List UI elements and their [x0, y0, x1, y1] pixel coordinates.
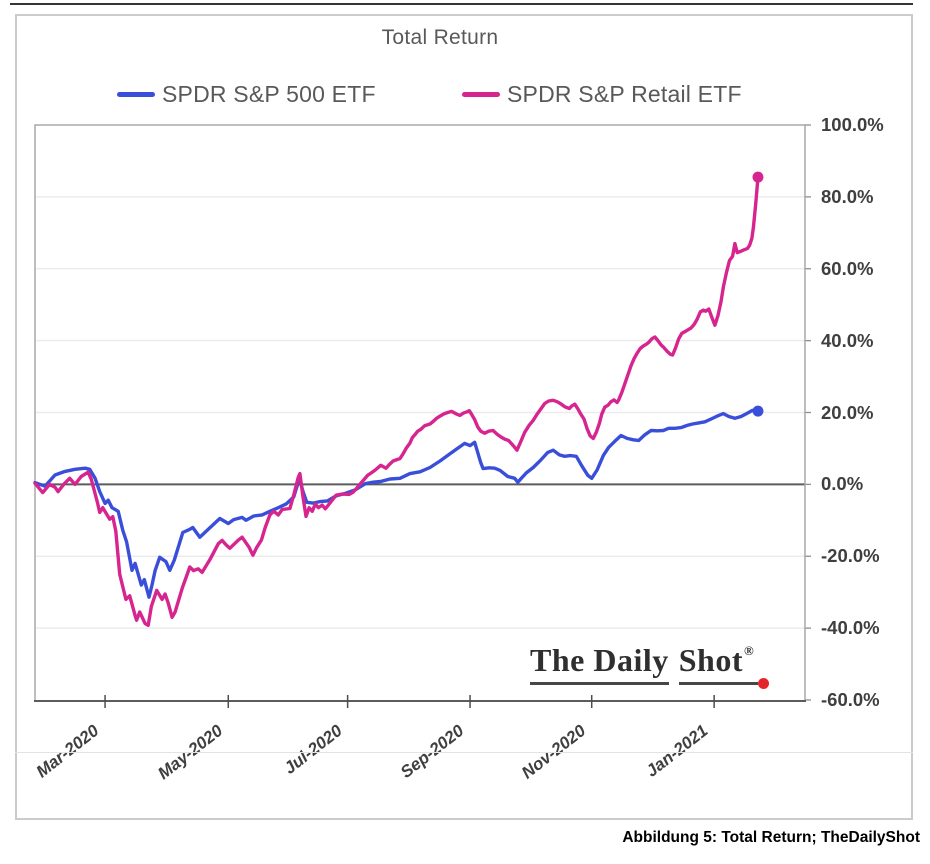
figure-caption: Abbildung 5: Total Return; TheDailyShot	[622, 829, 920, 846]
image-bottom-line	[15, 752, 913, 753]
registered-trademark-icon: ®	[743, 643, 755, 658]
watermark-red-dot-icon	[758, 678, 770, 689]
legend-swatch-pink	[462, 91, 500, 97]
daily-shot-watermark: The Daily Shot®	[530, 642, 770, 689]
top-edge-line	[10, 3, 913, 5]
watermark-text-the-daily: The Daily	[530, 642, 669, 685]
figure-frame	[15, 14, 913, 820]
legend-label-sp500-etf: SPDR S&P 500 ETF	[162, 80, 376, 107]
legend-item-retail-etf: SPDR S&P Retail ETF	[462, 80, 742, 108]
legend-swatch-blue	[117, 91, 155, 97]
legend-label-retail-etf: SPDR S&P Retail ETF	[507, 80, 742, 107]
chart-title: Total Return	[381, 26, 499, 49]
watermark-text-shot: Shot®	[678, 642, 770, 689]
legend-item-sp500-etf: SPDR S&P 500 ETF	[117, 80, 376, 108]
